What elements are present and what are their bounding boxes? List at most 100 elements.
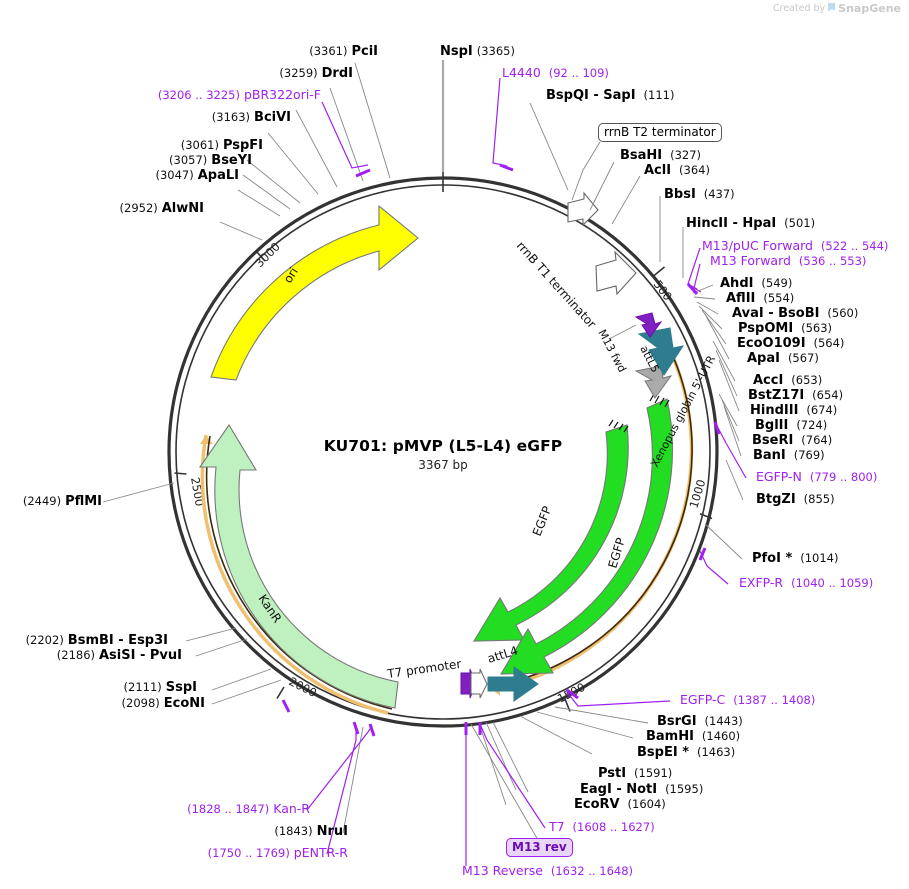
label-pspFI[interactable]: (3061) PspFI [0, 139, 263, 152]
label-position: (364) [679, 163, 710, 177]
label-name: AclI [644, 163, 672, 178]
label-egfp-c[interactable]: EGFP-C (1387 .. 1408) [680, 692, 816, 707]
label-name: BspQI - SapI [546, 88, 636, 103]
label-m13-forward[interactable]: M13 Forward (536 .. 553) [710, 253, 866, 268]
label-t7-primer[interactable]: T7 (1608 .. 1627) [549, 819, 655, 834]
label-pciI[interactable]: (3361) PciI [0, 45, 378, 58]
label-position: (1595) [665, 782, 704, 796]
label-banI[interactable]: BanI (769) [753, 449, 825, 462]
label-l4440[interactable]: L4440 (92 .. 109) [502, 66, 609, 80]
label-aflII[interactable]: AflII (554) [726, 292, 794, 305]
label-m13-puc-forward[interactable]: M13/pUC Forward (522 .. 544) [702, 239, 888, 253]
label-name: rrnB T2 terminator [598, 123, 722, 142]
label-position: (1387 .. 1408) [733, 693, 816, 707]
label-ecoRV[interactable]: EcoRV (1604) [574, 798, 666, 811]
label-bseYI[interactable]: (3057) BseYI [0, 154, 252, 167]
label-position: (3361) [309, 44, 348, 58]
label-bbsI[interactable]: BbsI (437) [664, 188, 735, 201]
feature-t7-promoter: T7 promoter [385, 657, 488, 699]
feature-egfp-inner: EGFP [500, 393, 674, 675]
feature-label-egfp-outer: EGFP [530, 504, 555, 538]
label-apaI[interactable]: ApaI (567) [747, 352, 819, 365]
label-alwNI[interactable]: (2952) AlwNI [0, 202, 204, 215]
label-exfp-r[interactable]: EXFP-R (1040 .. 1059) [739, 576, 873, 590]
label-egfp-n[interactable]: EGFP-N (779 .. 800) [756, 470, 878, 484]
label-btgZI[interactable]: BtgZI (855) [756, 493, 835, 506]
label-position: (3057) [169, 153, 208, 167]
label-bglII[interactable]: BglII (724) [755, 419, 827, 432]
label-position: (779 .. 800) [809, 470, 878, 484]
label-name: M13 rev [506, 838, 573, 857]
label-m13-rev[interactable]: M13 rev [506, 838, 573, 857]
feature-label-m13-fwd: M13 fwd [595, 327, 628, 374]
label-position: (1843) [274, 824, 313, 838]
label-name: HincII - HpaI [686, 216, 777, 231]
label-position: (327) [670, 148, 702, 162]
label-position: (654) [812, 388, 844, 402]
label-nspI[interactable]: NspI (3365) [440, 45, 515, 58]
label-bstZ17I[interactable]: BstZ17I (654) [748, 389, 843, 402]
label-pfoI[interactable]: PfoI * (1014) [752, 552, 838, 565]
label-pstI[interactable]: PstI (1591) [598, 767, 672, 780]
label-hindIII[interactable]: HindIII (674) [750, 404, 837, 417]
label-position: (1460) [701, 729, 741, 743]
label-apaLI[interactable]: (3047) ApaLI [0, 168, 240, 183]
label-sspI[interactable]: (2111) SspI [0, 681, 197, 694]
label-name: PciI [351, 44, 378, 59]
label-name: BseYI [211, 153, 252, 168]
label-bamHI[interactable]: BamHI (1460) [646, 730, 740, 743]
label-name: ApaLI [197, 168, 239, 183]
label-name: EcoO109I [737, 336, 806, 351]
label-name: pENTR-R [293, 845, 348, 860]
label-position: (3163) [211, 110, 251, 124]
label-accI[interactable]: AccI (653) [753, 374, 822, 387]
label-position: (1750 .. 1769) [207, 846, 290, 860]
label-name: PstI [598, 766, 627, 781]
label-name: AlwNI [161, 201, 204, 216]
label-ahdI[interactable]: AhdI (549) [720, 277, 792, 290]
label-pflMI[interactable]: (2449) PflMI [0, 495, 102, 508]
label-ecoNI[interactable]: (2098) EcoNI [0, 697, 205, 710]
watermark-brand: SnapGene [838, 2, 901, 15]
label-position: (1443) [704, 714, 743, 728]
label-drdI[interactable]: (3259) DrdI [0, 67, 353, 80]
label-bspQI-sapI[interactable]: BspQI - SapI (111) [546, 89, 674, 102]
label-avaI-bsoBI[interactable]: AvaI - BsoBI (560) [732, 307, 858, 320]
label-position: (437) [703, 187, 735, 201]
label-bsaHI[interactable]: BsaHI (327) [620, 149, 701, 162]
label-position: (3365) [476, 44, 515, 58]
label-ecoO109I[interactable]: EcoO109I (564) [737, 337, 844, 350]
label-pspOMI[interactable]: PspOMI (563) [738, 322, 832, 335]
label-bciVI[interactable]: (3163) BciVI [0, 111, 291, 124]
label-kan-r[interactable]: (1828 .. 1847) Kan-R [0, 801, 310, 816]
label-position: (3206 .. 3225) [157, 88, 240, 102]
label-eagI-notI[interactable]: EagI - NotI (1595) [580, 783, 703, 796]
label-bspEI[interactable]: BspEI * (1463) [637, 746, 735, 759]
label-name: BanI [753, 448, 786, 463]
label-name: M13 Forward [710, 253, 791, 268]
label-pentr-r[interactable]: (1750 .. 1769) pENTR-R [0, 845, 348, 860]
label-position: (769) [793, 448, 825, 462]
label-name: Kan-R [273, 801, 310, 816]
label-name: BseRI [752, 433, 794, 448]
label-name: EGFP-C [680, 692, 726, 707]
label-bsrGI[interactable]: BsrGI (1443) [657, 715, 743, 728]
label-bseRI[interactable]: BseRI (764) [752, 434, 832, 447]
label-hincII-hpaI[interactable]: HincII - HpaI (501) [686, 217, 815, 230]
label-asiSI-pvuI[interactable]: (2186) AsiSI - PvuI [0, 649, 182, 662]
label-name: T7 [549, 819, 565, 834]
label-aclI[interactable]: AclI (364) [644, 164, 710, 177]
snapgene-flag-icon [828, 3, 836, 12]
label-name: BtgZI [756, 492, 796, 507]
label-pbr322ori-f[interactable]: (3206 .. 3225) pBR322ori-F [0, 88, 321, 102]
label-m13-reverse[interactable]: M13 Reverse (1632 .. 1648) [462, 864, 633, 878]
label-name: NruI [316, 824, 348, 839]
feature-attl4: attL4 [486, 643, 539, 702]
label-nruI[interactable]: (1843) NruI [0, 825, 348, 838]
label-rrnb-t2-terminator[interactable]: rrnB T2 terminator [598, 123, 722, 142]
label-position: (3259) [279, 66, 318, 80]
label-position: (2098) [121, 696, 160, 710]
label-name: BsmBI - Esp3I [67, 633, 168, 648]
label-bsmBI-esp3I[interactable]: (2202) BsmBI - Esp3I [0, 634, 168, 647]
label-name: EcoNI [163, 696, 205, 711]
